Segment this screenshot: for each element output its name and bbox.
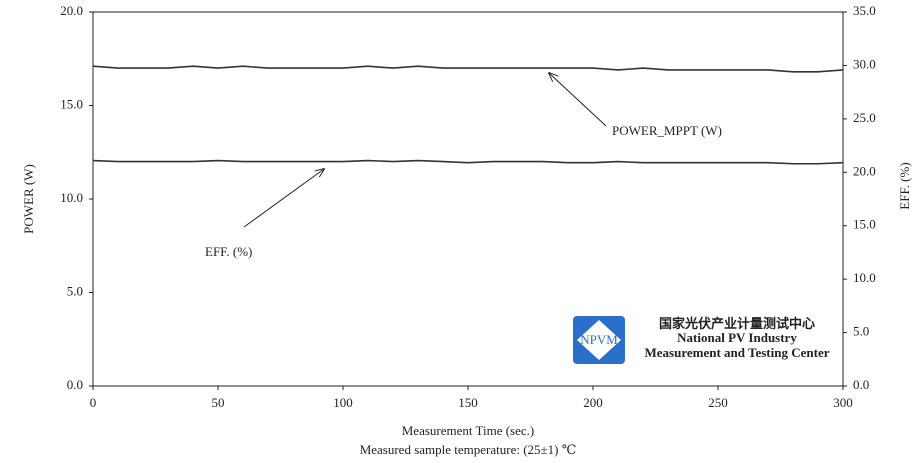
y-tick-label: 5.0: [67, 283, 83, 298]
logo-text: National PV Industry: [677, 330, 797, 345]
y2-tick-label: 25.0: [853, 110, 876, 125]
x-axis-label: Measurement Time (sec.): [402, 423, 535, 438]
x-tick-label: 150: [458, 395, 478, 410]
y2-tick-label: 5.0: [853, 324, 869, 339]
logo-text: 国家光伏产业计量测试中心: [659, 316, 815, 331]
y2-tick-label: 10.0: [853, 270, 876, 285]
x-tick-label: 100: [333, 395, 353, 410]
x-tick-label: 250: [708, 395, 728, 410]
series-line: [92, 65, 844, 73]
y2-tick-label: 35.0: [853, 3, 876, 18]
logo-diamond: [577, 320, 621, 360]
y2-tick-label: 0.0: [853, 377, 869, 392]
logo-badge-text: NPVM: [580, 332, 618, 347]
y-tick-label: 10.0: [60, 190, 83, 205]
y-tick-label: 0.0: [67, 377, 83, 392]
logo: NPVM 国家光伏产业计量测试中心 National PV Industry M…: [573, 316, 830, 364]
y-tick-label: 20.0: [60, 3, 83, 18]
x-tick-label: 200: [583, 395, 603, 410]
series-line: [92, 159, 844, 165]
annotation-arrow: [243, 169, 324, 228]
x-tick-label: 0: [90, 395, 97, 410]
annotation: POWER_MPPT (W): [612, 123, 722, 138]
y2-tick-label: 15.0: [853, 217, 876, 232]
y2-tick-label: 30.0: [853, 56, 876, 71]
annotation: EFF. (%): [205, 244, 252, 259]
y-axis-label: POWER (W): [21, 164, 36, 234]
annotation-arrow: [549, 73, 607, 127]
y-tick-label: 15.0: [60, 96, 83, 111]
x-tick-label: 50: [212, 395, 225, 410]
y2-axis-label: EFF. (%): [897, 162, 912, 209]
logo-text: Measurement and Testing Center: [644, 345, 829, 360]
note: Measured sample temperature: (25±1) ℃: [360, 442, 577, 457]
x-tick-label: 300: [833, 395, 853, 410]
y2-tick-label: 20.0: [853, 163, 876, 178]
